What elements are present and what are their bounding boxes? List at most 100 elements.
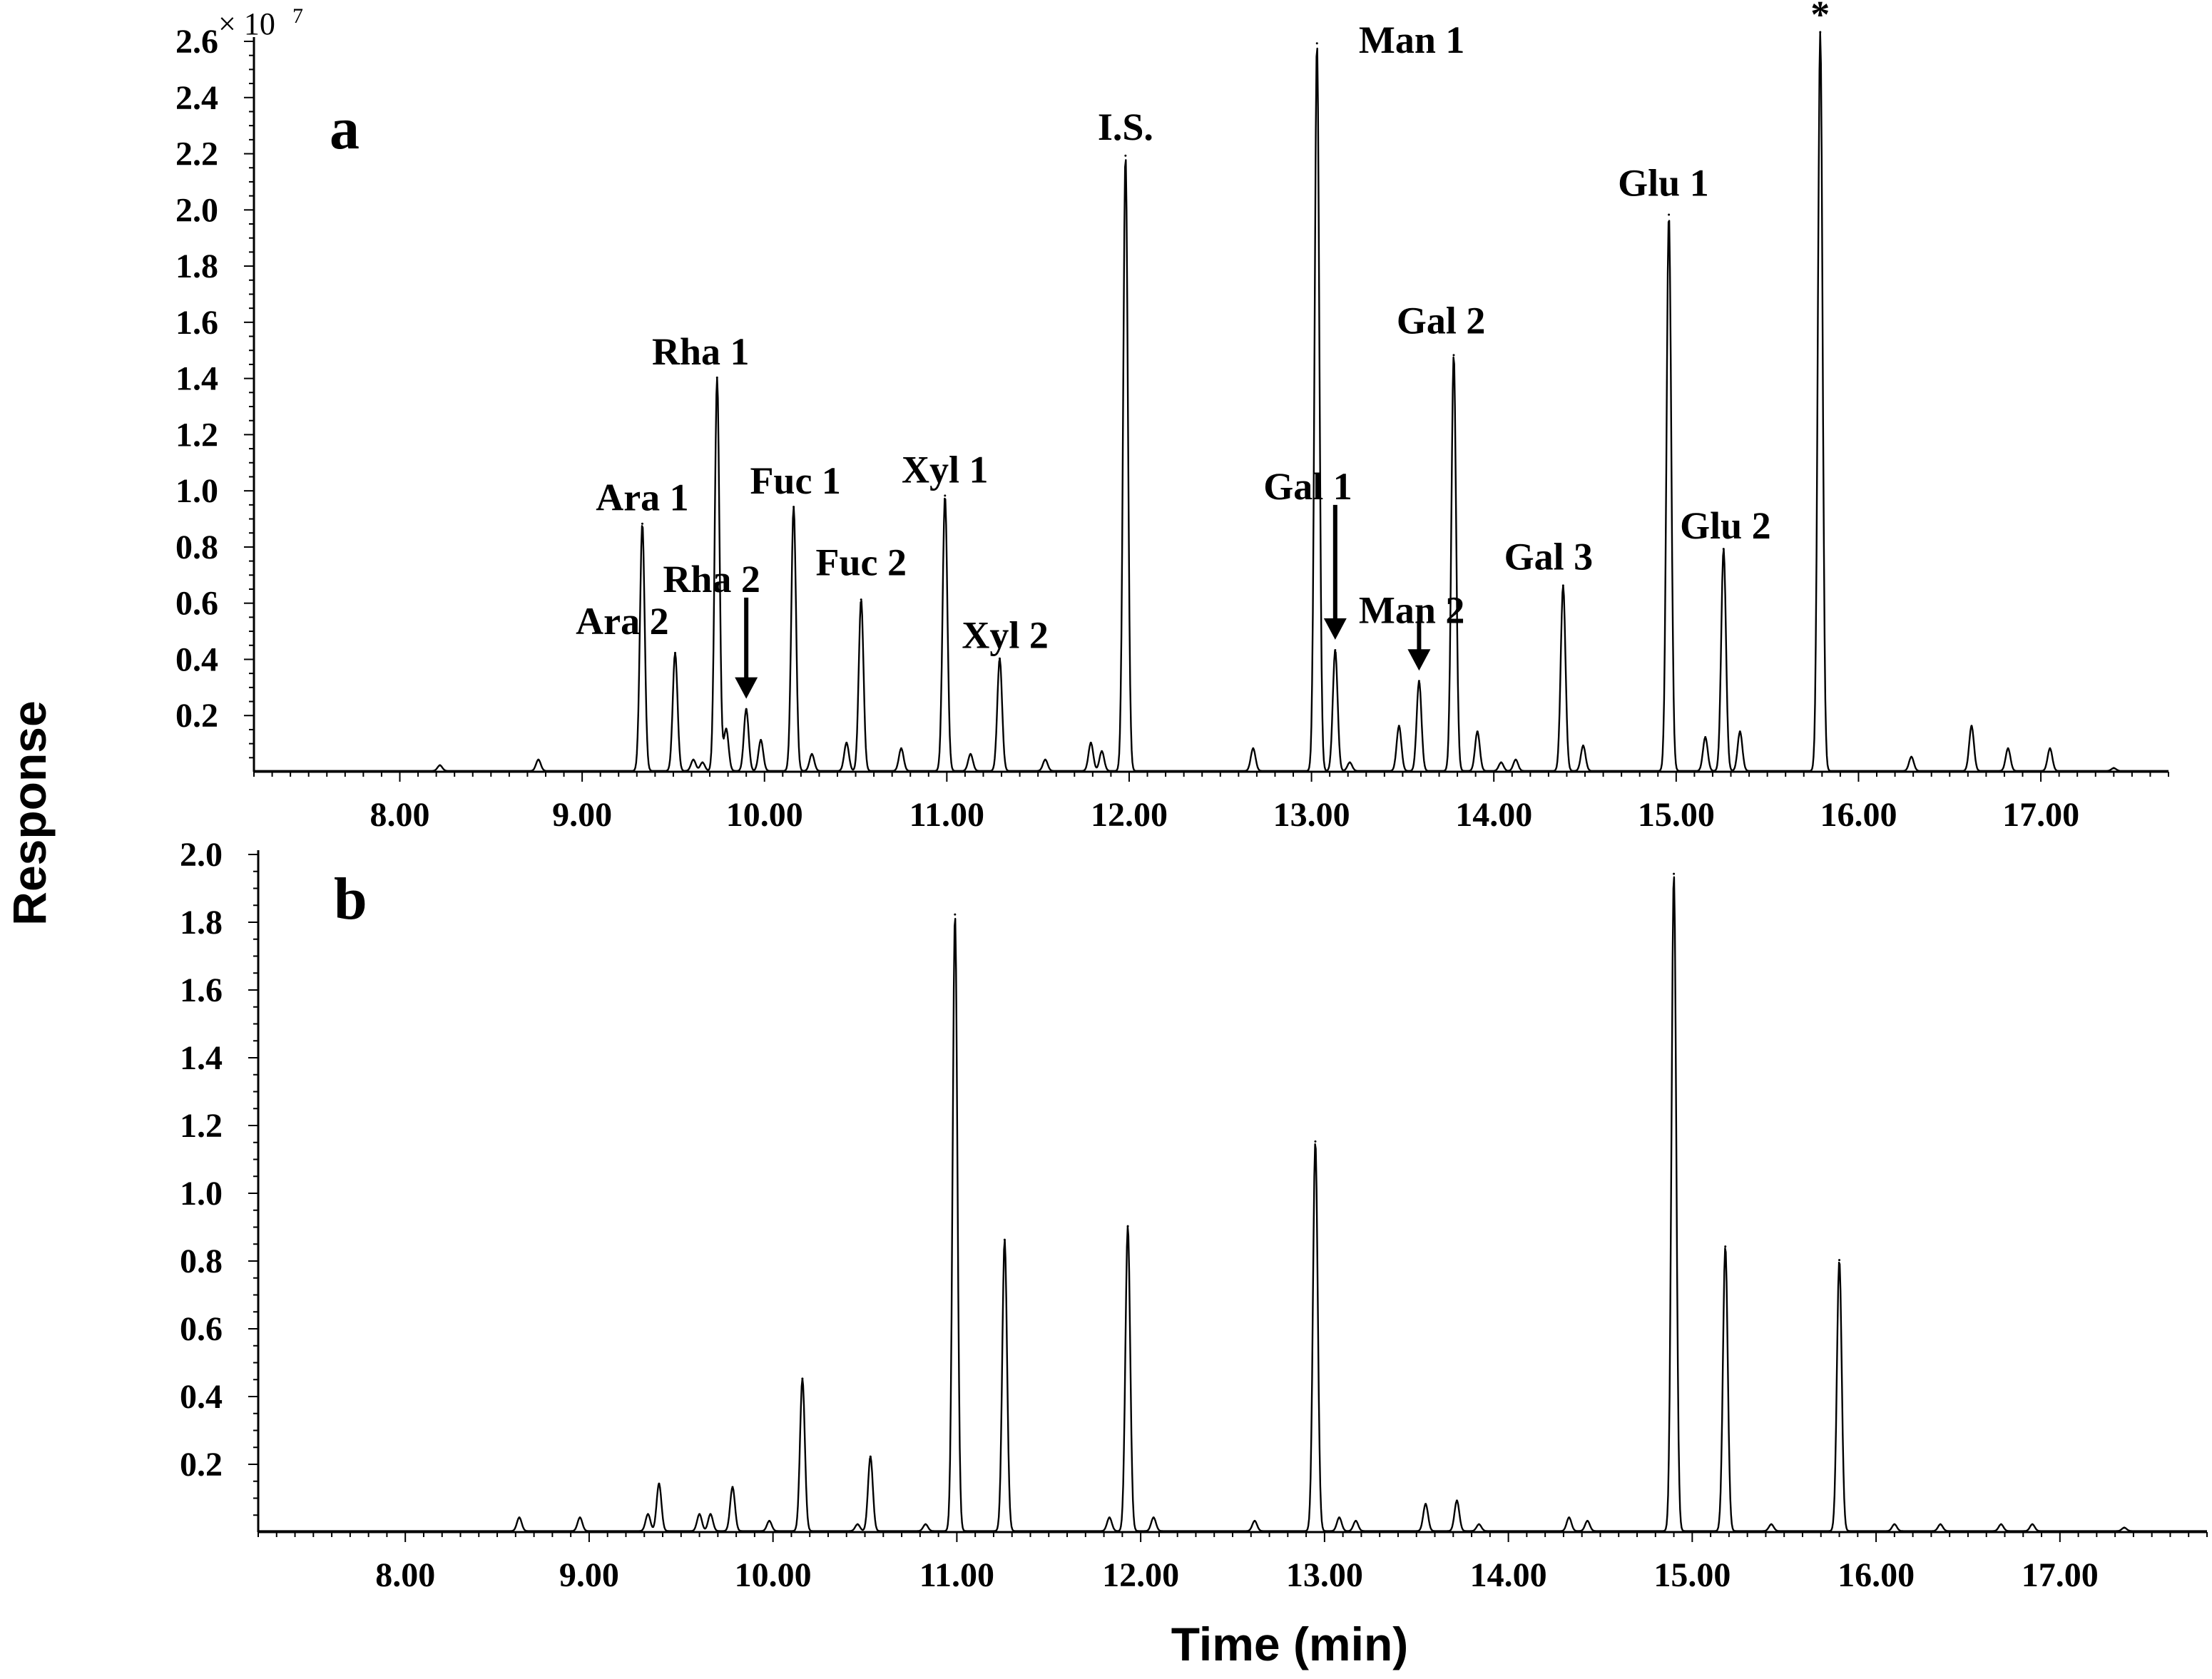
peak-apex: [698, 1513, 701, 1516]
peak-apex: [1476, 730, 1479, 733]
peak-apex: [439, 764, 442, 767]
peak-label: Gal 1: [1263, 465, 1352, 508]
x-tick-label: 11.00: [919, 1556, 994, 1594]
y-tick-label: 1.4: [175, 360, 218, 398]
x-tick-label: 8.00: [375, 1556, 435, 1594]
peak-apex: [1334, 648, 1337, 651]
y-tick-label: 0.6: [175, 585, 218, 623]
peak-apex: [1003, 1238, 1006, 1241]
peak-label: Xyl 2: [962, 614, 1049, 657]
peak-apex: [1253, 1519, 1256, 1522]
y-multiplier: × 10 7: [218, 4, 303, 41]
y-tick-label: 1.6: [180, 971, 223, 1009]
x-tick-label: 11.00: [909, 796, 984, 834]
x-tick-label: 12.00: [1091, 796, 1168, 834]
peak-label: Rha 2: [663, 558, 760, 601]
peak-apex: [1455, 1499, 1458, 1502]
peak-apex: [1910, 755, 1913, 758]
peak-apex: [768, 1519, 771, 1522]
peak-apex: [2123, 1526, 2126, 1529]
y-tick-label: 2.0: [180, 836, 223, 874]
panel-letter: a: [330, 96, 360, 162]
peak-apex: [2112, 767, 2115, 770]
peak-apex: [969, 752, 972, 755]
peak-apex: [1252, 747, 1255, 750]
y-multiplier-exponent: 7: [292, 4, 303, 28]
x-tick-label: 14.00: [1470, 1556, 1547, 1594]
x-tick-label: 15.00: [1653, 1556, 1731, 1594]
y-tick-label: 1.8: [175, 247, 218, 285]
x-tick-label: 9.00: [559, 1556, 619, 1594]
peak-arrow: [735, 597, 758, 699]
y-tick-label: 2.0: [175, 191, 218, 229]
peak-label: I.S.: [1098, 106, 1153, 148]
peak-apex: [709, 1513, 712, 1516]
x-tick-label: 9.00: [552, 796, 612, 834]
peak-apex: [1770, 1523, 1773, 1526]
y-tick-label: 2.4: [175, 79, 218, 117]
peak-label: Man 2: [1359, 588, 1465, 631]
y-tick-label: 1.2: [180, 1107, 223, 1145]
y-tick-label: 1.2: [175, 416, 218, 454]
peak-apex: [1499, 761, 1502, 764]
peak-label: Gal 2: [1397, 300, 1486, 342]
peak-apex: [1355, 1519, 1357, 1522]
panel-a: 8.00 9.00 10.00 11.00 12.00 13.00 14.00 15.00 16…: [175, 0, 2169, 834]
peak-apex: [731, 1486, 734, 1489]
x-tick-label: 16.00: [1838, 1556, 1915, 1594]
peak-apex: [1089, 741, 1092, 744]
x-tick-label: 16.00: [1820, 796, 1897, 834]
peak-apex: [725, 728, 728, 730]
chromatogram-trace: [258, 876, 2208, 1532]
peak-apex: [1315, 42, 1318, 45]
peak-apex: [792, 506, 795, 509]
peak-apex: [924, 1523, 927, 1526]
peak-apex: [1724, 1245, 1727, 1248]
peak-apex: [1738, 730, 1741, 733]
peak-apex: [646, 1513, 649, 1516]
peak-label: *: [1810, 0, 1830, 36]
y-tick-label: 0.6: [180, 1310, 223, 1348]
peak-apex: [954, 913, 957, 916]
y-tick-label: 1.6: [175, 304, 218, 342]
y-axis-title: Response: [3, 700, 56, 925]
peak-apex: [1514, 758, 1517, 761]
y-tick-label: 1.0: [175, 472, 218, 510]
peak-apex: [1568, 1516, 1571, 1519]
x-tick-label: 17.00: [2002, 796, 2079, 834]
peak-apex: [658, 1482, 661, 1485]
peak-apex: [869, 1455, 872, 1458]
peak-apex: [518, 1516, 521, 1519]
peak-apex: [2031, 1523, 2034, 1526]
chromatogram-trace: [253, 31, 2169, 772]
peak-apex: [537, 758, 540, 761]
peak-apex: [1586, 1519, 1589, 1522]
peak-apex: [1561, 584, 1564, 587]
peak-apex: [1970, 725, 1973, 728]
x-tick-label: 8.00: [369, 796, 429, 834]
y-tick-label: 0.8: [180, 1242, 223, 1280]
peak-label: Glu 1: [1618, 162, 1709, 205]
y-tick-label: 1.4: [180, 1039, 223, 1077]
peak-apex: [899, 747, 902, 750]
peak-label: Gal 3: [1504, 535, 1594, 578]
peak-apex: [1722, 548, 1725, 551]
peak-label: Glu 2: [1680, 504, 1771, 547]
peak-apex: [998, 657, 1001, 660]
x-axis-title: Time (min): [1171, 1618, 1408, 1670]
y-tick-label: 1.8: [180, 904, 223, 941]
peak-apex: [1314, 1140, 1317, 1143]
peak-apex: [810, 752, 813, 755]
peak-apex: [1939, 1523, 1942, 1526]
x-tick-label: 13.00: [1286, 1556, 1363, 1594]
x-tick-label: 10.00: [735, 1556, 812, 1594]
peak-apex: [1668, 213, 1671, 216]
peak-apex: [579, 1516, 581, 1519]
peak-label: Xyl 1: [902, 448, 989, 491]
peak-apex: [860, 598, 862, 601]
x-tick-label: 10.00: [726, 796, 803, 834]
y-tick-label: 0.4: [180, 1378, 223, 1416]
peak-apex: [715, 376, 718, 379]
peak-apex: [1452, 354, 1455, 357]
